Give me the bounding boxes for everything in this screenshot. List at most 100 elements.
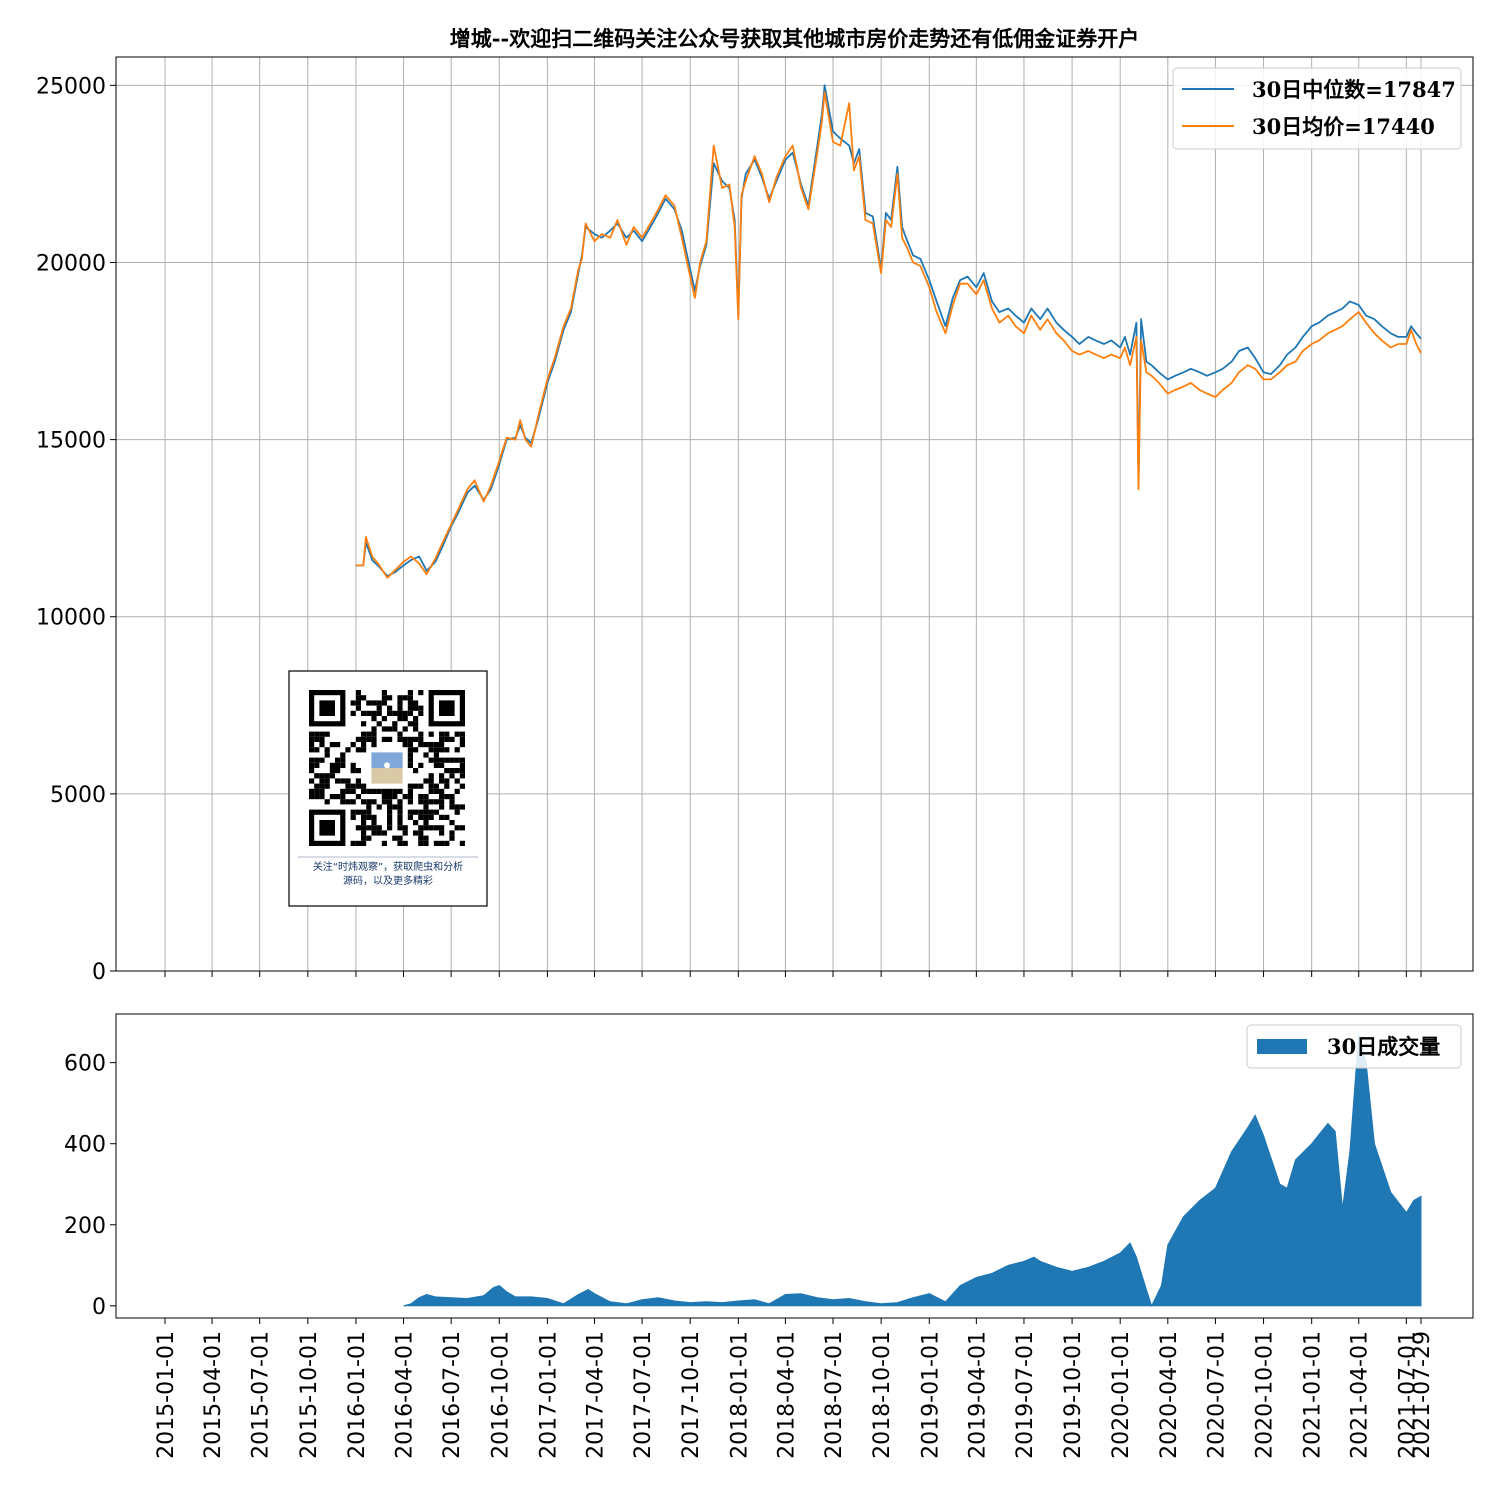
qr-module [444,731,450,737]
qr-module [433,762,439,768]
qr-module [459,773,465,779]
volume-panel: 0 200 400 600 2015-01-01 2015-04-01 2015-07-01… [64,1013,1474,1459]
qr-module [355,747,361,753]
qr-module [439,757,445,763]
qr-module [418,840,424,846]
qr-module [449,773,455,779]
qr-module [371,742,377,748]
qr-module [387,825,393,831]
qr-module [413,705,419,711]
qr-module [428,778,434,784]
legend-label-2: 30日均价=17440 [1252,114,1435,139]
qr-module [413,700,419,706]
qr-caption-line2: 源码，以及更多精彩 [343,874,433,887]
qr-module [350,762,356,768]
qr-module [418,736,424,742]
qr-module [324,799,330,805]
qr-module [387,804,393,810]
qr-module [418,690,424,696]
qr-module [397,788,403,794]
qr-module [381,799,387,805]
qr-module [387,794,393,800]
qr-module [418,835,424,841]
qr-module [423,840,429,846]
x-tick-label: 2019-07-01 [1013,1331,1038,1459]
volume-area [403,1034,1422,1308]
qr-module [392,710,398,716]
x-tick-label: 2019-10-01 [1061,1331,1086,1459]
qr-module [459,840,465,846]
qr-module [376,721,382,727]
qr-module [439,799,445,805]
qr-module [423,804,429,810]
x-tick-label: 2020-04-01 [1157,1331,1182,1459]
qr-module [413,736,419,742]
qr-module [314,794,320,800]
qr-module [418,809,424,815]
qr-module [361,840,367,846]
qr-module [402,742,408,748]
qr-module [319,778,325,784]
qr-module [423,820,429,826]
qr-module [413,809,419,815]
qr-module [345,783,351,789]
qr-module [433,840,439,846]
volume-axes-frame [115,1013,1474,1319]
qr-module [314,762,320,768]
qr-module [402,726,408,732]
qr-module [366,736,372,742]
qr-module [335,742,341,748]
qr-module [329,768,335,774]
qr-module [371,820,377,826]
qr-module [439,762,445,768]
qr-module [423,799,429,805]
qr-module [371,700,377,706]
qr-module [335,768,341,774]
qr-module [355,794,361,800]
qr-module [397,799,403,805]
qr-module [418,830,424,836]
qr-module [407,742,413,748]
qr-module [433,757,439,763]
x-tick-label: 2015-10-01 [297,1331,322,1459]
price-y-tick-label: 15000 [36,429,106,454]
qr-module [423,778,429,784]
qr-module [392,794,398,800]
qr-module [371,814,377,820]
x-tick-label: 2015-07-01 [249,1331,274,1459]
qr-module [314,783,320,789]
qr-module [381,726,387,732]
x-tick-label: 2018-10-01 [870,1331,895,1459]
qr-module [387,809,393,815]
qr-module [371,716,377,722]
qr-module [371,830,377,836]
qr-module [376,788,382,794]
x-tick-label: 2015-01-01 [154,1331,179,1459]
qr-module [314,747,320,753]
qr-module [366,825,372,831]
qr-module [402,794,408,800]
qr-module [407,799,413,805]
qr-module [387,736,393,742]
qr-module [423,752,429,758]
qr-module [350,809,356,815]
qr-module [459,762,465,768]
qr-module [397,835,403,841]
qr-module [392,835,398,841]
qr-module [459,768,465,774]
qr-module [454,747,460,753]
price-series-line-2 [355,91,1422,579]
qr-module [428,799,434,805]
qr-module [444,736,450,742]
qr-module [413,721,419,727]
x-tick-label: 2018-04-01 [774,1331,799,1459]
qr-module [449,835,455,841]
qr-module [371,736,377,742]
qr-module [397,700,403,706]
qr-module [444,814,450,820]
qr-code-image [309,690,465,846]
price-y-tick-label: 5000 [50,783,106,808]
qr-module [444,778,450,784]
qr-module [376,700,382,706]
